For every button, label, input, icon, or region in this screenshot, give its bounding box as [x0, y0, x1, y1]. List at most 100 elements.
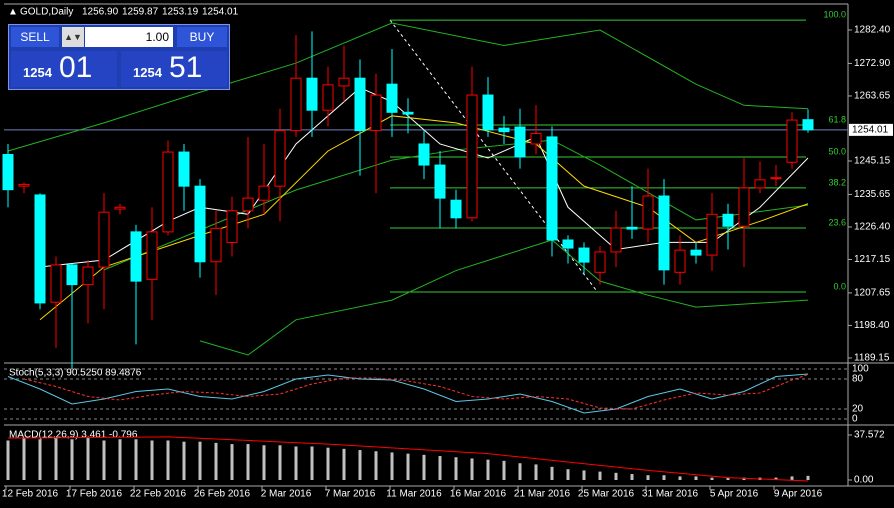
fib-trendline	[389, 19, 597, 291]
macd-bar	[6, 440, 10, 480]
bid-small: 01	[59, 51, 93, 84]
macd-bar	[742, 477, 746, 480]
candle-body	[50, 264, 62, 303]
macd-bar	[102, 440, 106, 480]
current-price-label: 1254.01	[852, 124, 889, 135]
candle-body	[610, 227, 622, 253]
macd-bar	[550, 466, 554, 480]
candle-body	[626, 226, 638, 230]
candle-body	[754, 179, 766, 189]
macd-bar	[790, 476, 794, 480]
y-tick-label: 1235.65	[854, 189, 891, 200]
candle-body	[82, 266, 94, 286]
buy-button[interactable]: BUY	[177, 27, 227, 47]
macd-bar	[470, 458, 474, 480]
x-tick-label: 16 Mar 2016	[450, 489, 507, 500]
macd-bar	[118, 439, 122, 480]
macd-signal	[7, 436, 809, 482]
macd-bar	[22, 438, 26, 480]
candle-body	[274, 130, 286, 187]
ohlc-close: 1254.01	[202, 7, 239, 18]
candle-body	[466, 94, 478, 219]
candle-body	[386, 83, 398, 113]
macd-bar	[54, 438, 58, 480]
candle-body	[674, 249, 686, 273]
macd-bar	[310, 446, 314, 480]
candle-body	[562, 239, 574, 249]
candle-body	[226, 210, 238, 243]
macd-bar	[278, 445, 282, 480]
macd-bar	[150, 440, 154, 480]
macd-bar	[534, 464, 538, 480]
stoch-tick-label: 100	[852, 364, 869, 375]
candle-body	[290, 77, 302, 132]
candle-body	[354, 77, 366, 132]
y-tick-label: 1245.15	[854, 156, 891, 167]
candle-body	[706, 213, 718, 256]
candle-body	[690, 249, 702, 256]
candle-body	[178, 151, 190, 187]
candle-body	[658, 195, 670, 271]
ohlc-low: 1253.19	[162, 7, 199, 18]
macd-bar	[134, 439, 138, 480]
fib-label: 100.0	[823, 10, 846, 20]
x-tick-label: 2 Mar 2016	[261, 489, 312, 500]
symbol: GOLD,Daily	[20, 7, 73, 18]
macd-bar	[262, 445, 266, 480]
candle-body	[194, 185, 206, 263]
x-tick-label: 5 Apr 2016	[710, 489, 759, 500]
macd-bar	[182, 441, 186, 480]
macd-tick-label: 0.00	[854, 475, 874, 486]
macd-bar	[454, 457, 458, 480]
macd-bar	[294, 446, 298, 480]
indicator-line	[7, 22, 809, 152]
stoch-title: Stoch(5,3,3) 90.5250 89.4876	[9, 368, 142, 379]
stoch-tick-label: 20	[852, 404, 864, 415]
macd-bar	[502, 460, 506, 480]
stoch-tick-label: 0	[852, 414, 858, 425]
x-tick-label: 17 Feb 2016	[66, 489, 123, 500]
macd-bar	[694, 476, 698, 480]
candle-body	[98, 211, 110, 268]
candle-body	[18, 183, 30, 187]
y-tick-label: 1189.15	[854, 353, 890, 364]
candle-body	[418, 143, 430, 166]
x-tick-label: 31 Mar 2016	[642, 489, 699, 500]
bid-box[interactable]: 1254 01	[11, 51, 117, 87]
sell-button[interactable]: SELL	[11, 27, 59, 47]
candle-body	[786, 119, 798, 163]
macd-bar	[246, 444, 250, 480]
candle-body	[450, 199, 462, 219]
macd-bar	[630, 474, 634, 480]
fib-label: 50.0	[828, 146, 846, 156]
fib-label: 0.0	[833, 281, 846, 291]
indicator-line	[199, 239, 809, 356]
macd-bar	[646, 475, 650, 480]
candle-body	[322, 84, 334, 111]
y-tick-label: 1272.90	[854, 58, 891, 69]
ask-box[interactable]: 1254 51	[121, 51, 227, 87]
macd-bar	[38, 439, 42, 480]
candle-body	[306, 77, 318, 111]
candle-body	[34, 194, 46, 304]
y-tick-label: 1217.15	[854, 254, 891, 265]
macd-bar	[678, 476, 682, 480]
lot-spinner[interactable]: ▲▼	[62, 27, 84, 47]
macd-bar	[166, 440, 170, 480]
candle-body	[2, 154, 14, 191]
trade-panel: SELL ▲▼ 1.00 BUY 1254 01 1254 51	[8, 24, 230, 90]
lot-input[interactable]: 1.00	[85, 27, 173, 47]
macd-bar	[374, 451, 378, 480]
macd-bar	[326, 447, 330, 480]
macd-bar	[198, 441, 202, 480]
candle-body	[514, 126, 526, 158]
x-tick-label: 9 Apr 2016	[774, 489, 823, 500]
candle-body	[258, 185, 270, 201]
candle-body	[242, 197, 254, 212]
macd-bar	[726, 477, 730, 480]
candle-body	[642, 195, 654, 230]
macd-bar	[582, 470, 586, 480]
candle-body	[770, 177, 782, 180]
candle-body	[530, 132, 542, 145]
